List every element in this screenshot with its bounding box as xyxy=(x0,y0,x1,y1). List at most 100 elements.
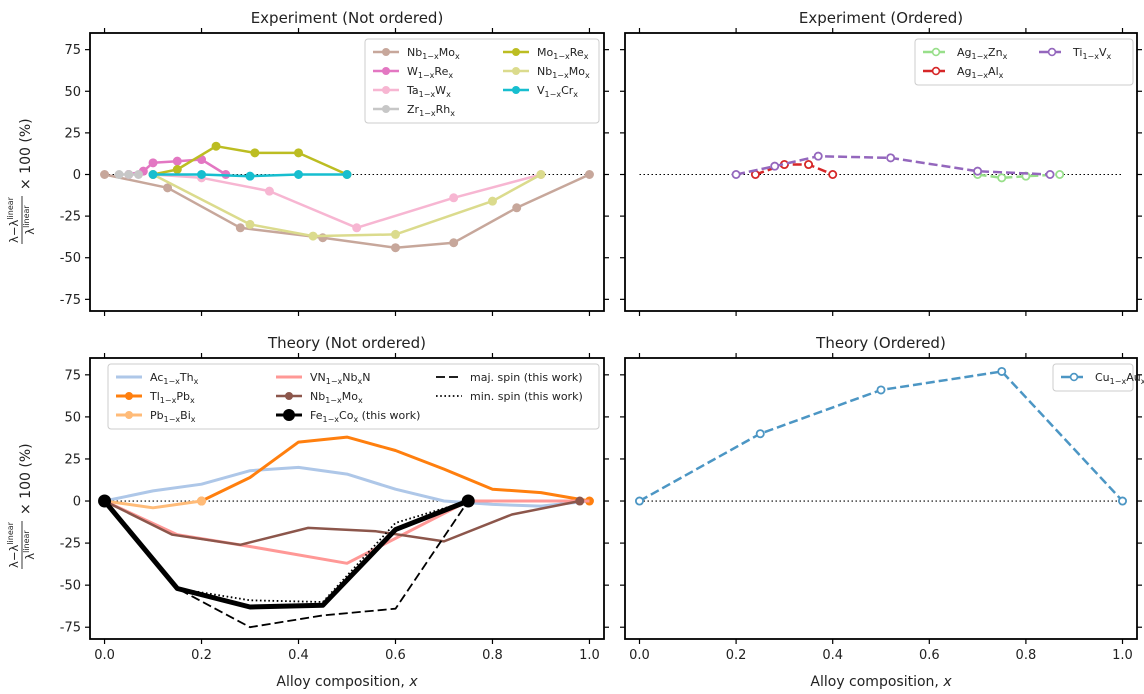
data-point xyxy=(997,366,1007,376)
series-line xyxy=(104,173,591,249)
legend-label: Ta1−xWx xyxy=(406,84,451,99)
legend-box xyxy=(107,363,600,430)
legend-label: Ti1−xVx xyxy=(1072,46,1112,61)
data-point xyxy=(390,243,400,253)
data-point xyxy=(886,153,896,163)
series-7 xyxy=(103,500,469,629)
data-point xyxy=(245,171,255,181)
svg-text:λlinear: λlinear xyxy=(22,530,37,560)
legend-entry: Nb1−xMox xyxy=(276,390,363,405)
legend-box xyxy=(364,38,600,124)
series-1 xyxy=(104,465,590,508)
series-line xyxy=(152,173,542,230)
data-point xyxy=(100,169,110,179)
x-tick-label: 0.8 xyxy=(1016,648,1037,663)
data-point xyxy=(342,169,352,179)
y-tick-label: 25 xyxy=(64,452,81,467)
panel-1: Experiment (Not ordered) -75 -50 -25 0 25 50 75… xyxy=(60,9,609,316)
legend-marker xyxy=(512,86,520,94)
y-tick-label: 0 xyxy=(73,168,81,183)
legend-marker xyxy=(512,67,520,75)
data-point xyxy=(294,148,304,158)
data-point xyxy=(512,203,522,213)
y-tick-label: -25 xyxy=(60,537,81,552)
x-tick-label: 0.0 xyxy=(629,648,650,663)
data-point xyxy=(1055,169,1065,179)
y-tick-label: 75 xyxy=(64,43,81,58)
legend-label: V1−xCrx xyxy=(537,84,578,99)
data-point xyxy=(211,141,221,151)
axes-frame xyxy=(89,32,605,312)
series-line xyxy=(103,500,469,629)
legend-entry: min. spin (this work) xyxy=(436,390,583,403)
x-tick-label: 0.2 xyxy=(191,648,212,663)
series-line xyxy=(104,499,202,510)
legend-label: Nb1−xMox xyxy=(407,46,460,61)
data-point xyxy=(133,169,143,179)
axes-frame xyxy=(624,357,1138,640)
data-point xyxy=(973,166,983,176)
legend-marker xyxy=(285,392,293,400)
legend-marker xyxy=(125,392,133,400)
data-point xyxy=(449,193,459,203)
panel-4: Theory (Ordered) 0.0 0.2 0.4 0.6 0.8 1.0 Cu1−xA… xyxy=(620,334,1144,663)
svg-text:× 100 (%): × 100 (%) xyxy=(18,118,34,190)
data-point xyxy=(876,385,886,395)
data-point xyxy=(163,183,173,193)
data-point xyxy=(770,161,780,171)
panel-3: Theory (Not ordered) 0.0 0.2 0.4 0.6 0.8 1.0 -7… xyxy=(60,334,609,663)
x-tick-label: 0.2 xyxy=(726,648,747,663)
data-point xyxy=(804,160,814,170)
legend-marker xyxy=(125,411,133,419)
data-point xyxy=(584,169,594,179)
legend-label: Cu1−xAux xyxy=(1095,371,1144,386)
legend-marker xyxy=(512,48,520,56)
data-point xyxy=(172,156,182,166)
series-line xyxy=(103,499,581,547)
panel-title: Theory (Not ordered) xyxy=(267,334,426,352)
legend-label: Fe1−xCox (this work) xyxy=(310,409,420,424)
x-tick-label: 0.0 xyxy=(94,648,115,663)
data-point xyxy=(197,169,207,179)
x-axis-label: Alloy composition, x xyxy=(276,674,418,690)
legend-label: Pb1−xBix xyxy=(150,409,196,424)
y-tick-label: -75 xyxy=(60,621,81,636)
x-tick-label: 0.8 xyxy=(482,648,503,663)
legend-entry: W1−xRex xyxy=(373,65,453,80)
series-6 xyxy=(148,169,546,241)
legend: Ac1−xThx Tl1−xPbx Pb1−xBix VN1−xNbxN Nb1−xMo… xyxy=(107,363,600,430)
data-point xyxy=(1045,169,1055,179)
legend-entry: Cu1−xAux xyxy=(1061,371,1144,386)
data-point xyxy=(148,158,158,168)
legend-entry: Mo1−xRex xyxy=(503,46,589,61)
y-tick-label: 75 xyxy=(64,368,81,383)
panel-title: Theory (Ordered) xyxy=(815,334,946,352)
series-7 xyxy=(148,169,352,181)
x-tick-label: 0.6 xyxy=(385,648,406,663)
series-6 xyxy=(98,494,475,610)
data-point xyxy=(235,223,245,233)
legend-label: Zr1−xRhx xyxy=(407,103,455,118)
axes-frame xyxy=(624,32,1138,312)
data-point xyxy=(487,196,497,206)
series-line xyxy=(103,500,469,603)
series-line xyxy=(200,435,590,503)
series-4 xyxy=(103,499,590,565)
legend-label: Nb1−xMox xyxy=(537,65,590,80)
legend-label: Ag1−xZnx xyxy=(957,46,1008,61)
series-line xyxy=(977,173,1060,180)
legend-label: Nb1−xMox xyxy=(310,390,363,405)
series-4 xyxy=(114,169,143,179)
data-point xyxy=(352,223,362,233)
legend-entry: VN1−xNbxN xyxy=(276,371,370,386)
x-tick-label: 0.4 xyxy=(822,648,843,663)
legend-box xyxy=(1052,363,1134,392)
data-point xyxy=(575,496,585,506)
y-tick-label: -50 xyxy=(60,251,81,266)
data-point xyxy=(172,165,182,175)
data-point xyxy=(308,231,318,241)
legend-entry: Ac1−xThx xyxy=(116,371,199,386)
legend-label: Ag1−xAlx xyxy=(957,65,1004,80)
x-tick-label: 1.0 xyxy=(579,648,600,663)
